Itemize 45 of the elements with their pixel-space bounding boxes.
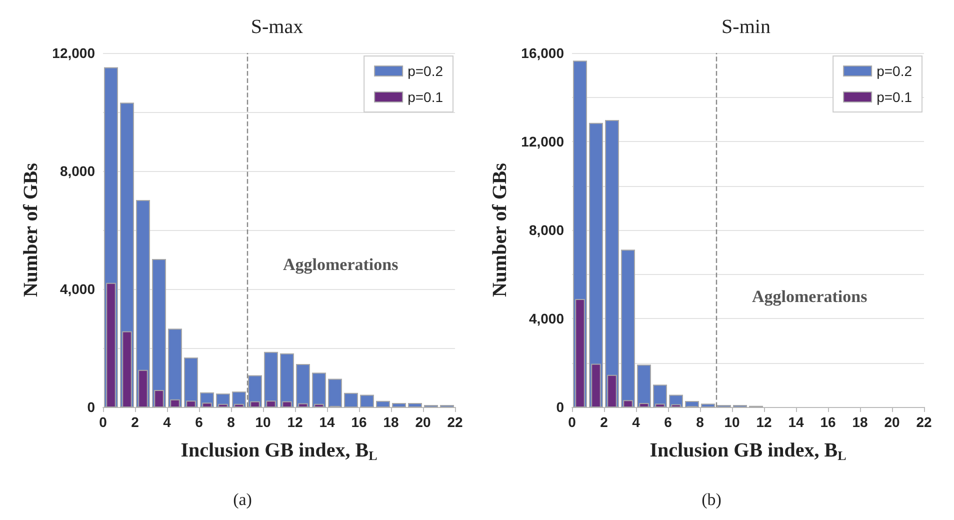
y-tick-label: 0 — [556, 399, 564, 415]
x-tick-label: 4 — [632, 414, 640, 430]
x-tick-label: 8 — [696, 414, 704, 430]
x-tick-label: 0 — [99, 414, 108, 430]
legend-label: p=0.2 — [408, 63, 444, 79]
x-tick-label: 2 — [131, 414, 140, 430]
x-tick-label: 10 — [724, 414, 740, 430]
y-tick-label: 4,000 — [528, 310, 564, 326]
x-tick-label: 14 — [788, 414, 804, 430]
x-tick-label: 20 — [415, 414, 431, 430]
x-tick-label: 6 — [664, 414, 672, 430]
chart-title: S-min — [722, 16, 770, 38]
y-tick-label: 4,000 — [60, 281, 96, 297]
y-tick-label: 8,000 — [60, 163, 96, 179]
x-tick-label: 14 — [319, 414, 335, 430]
x-tick-label: 20 — [884, 414, 900, 430]
x-tick-label: 18 — [383, 414, 399, 430]
x-tick-label: 12 — [756, 414, 772, 430]
x-tick-label: 22 — [916, 414, 932, 430]
y-tick-label: 0 — [87, 399, 96, 415]
chart-title: S-max — [250, 16, 304, 38]
y-tick-label: 12,000 — [521, 134, 564, 150]
x-tick-label: 10 — [255, 414, 271, 430]
y-tick-label: 8,000 — [528, 222, 564, 238]
x-tick-label: 8 — [227, 414, 236, 430]
x-tick-label: 16 — [820, 414, 836, 430]
x-tick-label: 2 — [600, 414, 608, 430]
legend-label: p=0.2 — [876, 63, 912, 79]
x-tick-label: 6 — [195, 414, 204, 430]
x-tick-label: 18 — [852, 414, 868, 430]
y-axis-title: Number of GBs — [20, 162, 42, 298]
annotation: Agglomerations — [283, 255, 399, 274]
x-tick-label: 4 — [163, 414, 172, 430]
legend-label: p=0.1 — [876, 89, 912, 105]
text: (b) — [702, 490, 722, 509]
x-tick-label: 16 — [351, 414, 367, 430]
text: (a) — [233, 490, 252, 509]
y-tick-label: 12,000 — [52, 45, 96, 61]
y-tick-label: 16,000 — [521, 45, 564, 61]
x-tick-label: 0 — [568, 414, 576, 430]
x-tick-label: 12 — [287, 414, 303, 430]
y-axis-title: Number of GBs — [489, 162, 511, 298]
annotation: Agglomerations — [752, 287, 868, 306]
legend-label: p=0.1 — [408, 89, 444, 105]
x-tick-label: 22 — [447, 414, 463, 430]
